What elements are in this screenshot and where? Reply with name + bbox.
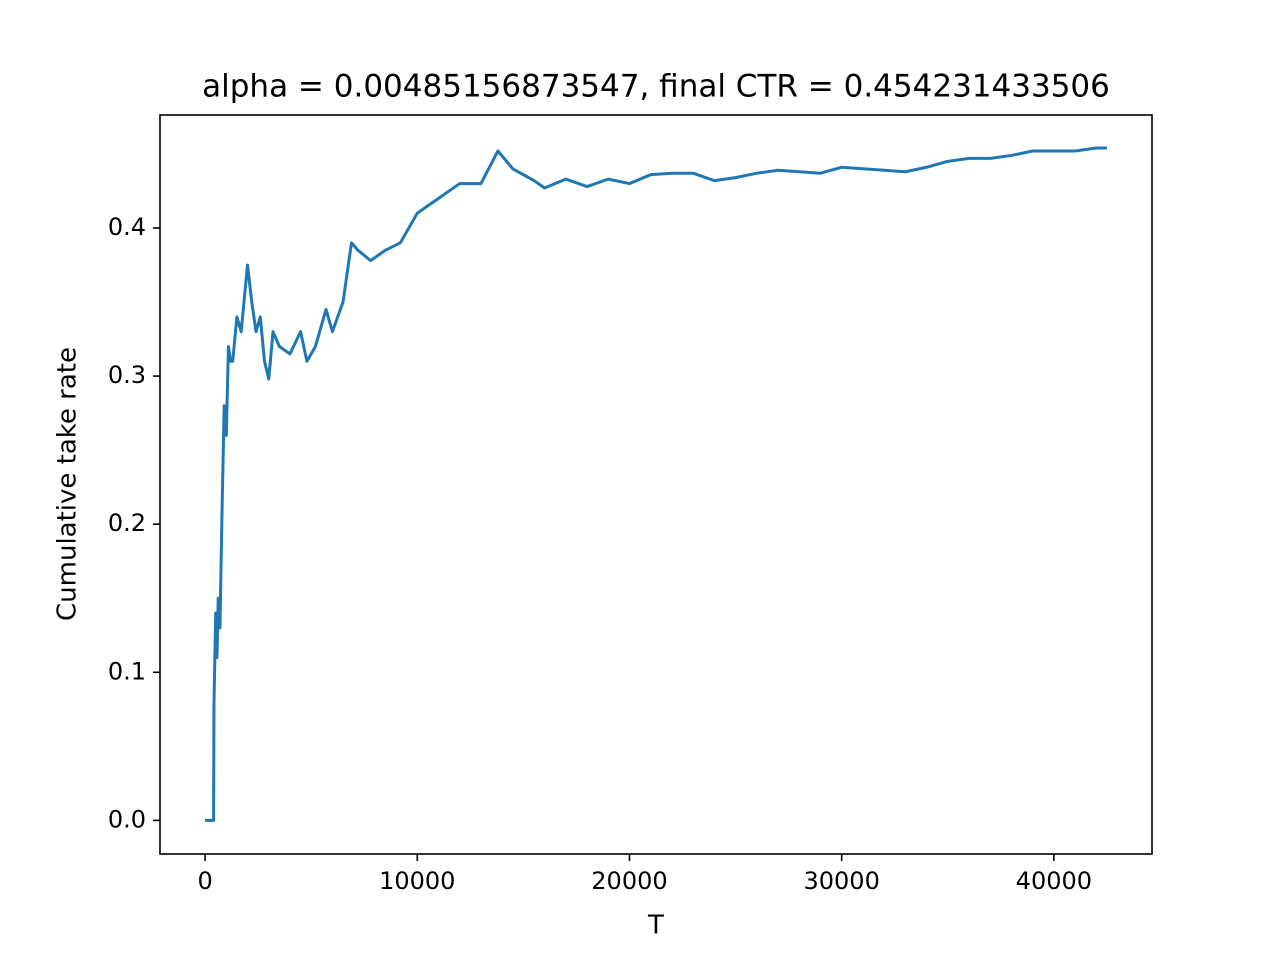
data-line <box>205 146 1107 822</box>
x-tick-label: 0 <box>197 867 212 895</box>
y-tick-label: 0.4 <box>108 213 146 241</box>
x-tick-label: 40000 <box>1016 867 1092 895</box>
plot-frame <box>159 114 1153 855</box>
x-tick-label: 20000 <box>591 867 667 895</box>
x-tick-label: 30000 <box>803 867 879 895</box>
y-tick-label: 0.0 <box>108 805 146 833</box>
chart-title: alpha = 0.00485156873547, final CTR = 0.… <box>202 69 1110 105</box>
x-axis-label: T <box>647 911 664 941</box>
y-tick-label: 0.3 <box>108 361 146 389</box>
y-tick-label: 0.1 <box>108 657 146 685</box>
x-tick-label: 10000 <box>379 867 455 895</box>
y-tick-label: 0.2 <box>108 509 146 537</box>
y-axis-label: Cumulative take rate <box>53 347 83 621</box>
